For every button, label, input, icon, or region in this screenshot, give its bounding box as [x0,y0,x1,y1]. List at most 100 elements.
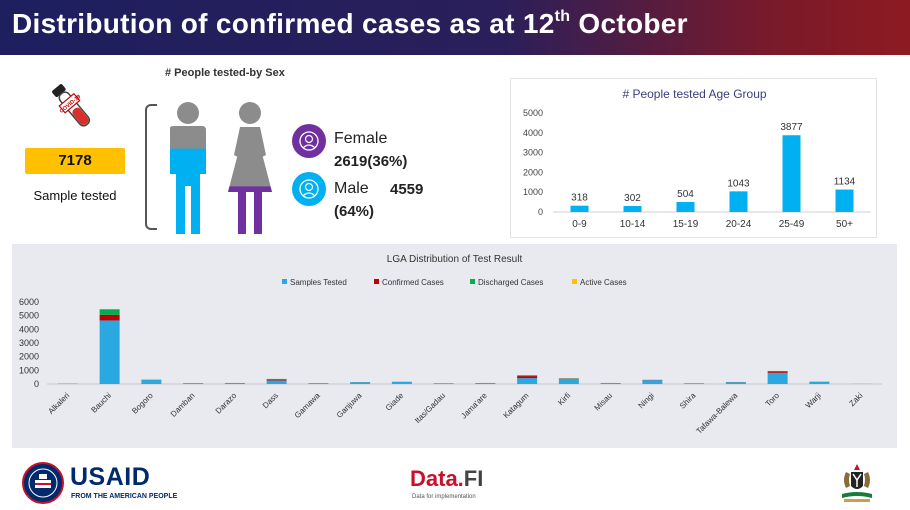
age-x-tick: 25-49 [779,219,805,230]
lga-y-tick: 2000 [19,352,39,362]
lga-x-tick: Shira [678,391,698,411]
lga-legend-label: Active Cases [580,278,627,287]
lga-legend-label: Discharged Cases [478,278,544,287]
lga-legend-item: Discharged Cases [470,278,543,287]
lga-bar-segment [767,372,788,384]
lga-bar-segment [433,383,454,384]
lga-bar-segment [517,378,538,384]
lga-bar-segment [99,320,120,384]
lga-bar-segment [183,383,204,384]
lga-x-tick: Ningi [637,391,656,410]
lga-x-tick: Itas/Gadau [413,391,447,425]
lga-y-tick: 0 [34,379,39,389]
male-pct: (64%) [334,203,375,220]
lga-x-tick: Dass [261,391,280,410]
age-y-tick: 1000 [523,187,543,197]
age-y-tick: 4000 [523,128,543,138]
age-bar [835,189,854,212]
age-bar [623,206,642,212]
lga-legend-swatch [374,279,379,284]
lga-x-tick: Zaki [847,391,864,408]
age-x-tick: 20-24 [726,219,752,230]
age-bar [676,202,695,212]
age-data-label: 1043 [727,178,750,189]
age-y-tick: 2000 [523,167,543,177]
lga-legend-swatch [282,279,287,284]
age-data-label: 1134 [834,177,856,188]
lga-chart-title: LGA Distribution of Test Result [386,254,523,265]
sex-panel-title: # People tested-by Sex [165,67,285,79]
lga-y-tick: 4000 [19,324,39,334]
lga-chart: 0 1000 2000 3000 4000 5000 6000 Alkaleri Bauchi B… [19,297,882,436]
age-data-label: 504 [677,189,694,200]
usaid-seal-logo [22,462,64,504]
usaid-tagline: FROM THE AMERICAN PEOPLE [71,493,178,500]
lga-bar-segment [350,382,371,384]
male-figure-icon [170,102,206,234]
lga-x-tick: Misau [593,391,614,412]
title-banner: Distribution of confirmed cases as at 12… [0,0,910,55]
datafi-logo: Data.FI [410,466,484,491]
age-y-tick: 0 [538,207,543,217]
lga-bar-segment [767,371,788,373]
age-x-tick: 10-14 [620,219,646,230]
lga-y-tick: 5000 [19,311,39,321]
lga-x-tick: Tafawa-Balewa [695,391,740,436]
female-fill [228,186,272,234]
lga-bar-segment [266,379,287,381]
lga-bar-segment [391,381,412,384]
age-data-label: 302 [624,193,641,204]
age-x-tick: 0-9 [572,219,587,230]
lga-x-tick: Kirfi [556,391,572,407]
age-chart-title: # People tested Age Group [622,87,767,101]
lga-bar-segment [99,309,120,315]
lga-bar-segment [767,371,788,372]
lga-x-tick: Katagum [502,391,531,420]
lga-y-tick: 3000 [19,338,39,348]
lga-legend-item: Samples Tested [282,278,347,287]
sample-count: 7178 [25,148,125,174]
lga-bar-segment [141,380,162,384]
lga-legend-swatch [470,279,475,284]
lga-y-tick: 6000 [19,297,39,307]
bracket [145,104,157,230]
nigeria-coat-of-arms-logo [842,464,872,502]
lga-bar-segment [308,383,329,384]
age-x-tick: 15-19 [673,219,699,230]
lga-x-tick: Jama'are [459,391,489,421]
female-label: Female [334,130,388,147]
age-y-tick: 5000 [523,108,543,118]
age-bar [782,135,801,212]
age-x-tick: 50+ [836,219,853,230]
lga-chart-panel: LGA Distribution of Test Result Samples … [12,244,897,448]
lga-bar-segment [558,378,579,384]
lga-bar-segment [266,378,287,380]
female-figure-icon [228,102,272,234]
lga-legend-swatch [572,279,577,284]
sample-label: Sample tested [33,188,117,203]
lga-x-tick: Bauchi [89,391,113,415]
lga-y-tick: 1000 [19,365,39,375]
page-title: Distribution of confirmed cases as at 12… [12,8,688,39]
lga-x-tick: Warji [804,391,823,410]
age-y-tick: 3000 [523,148,543,158]
age-data-label: 318 [571,193,588,204]
test-tube-icon: COVID-19 [52,84,91,127]
lga-x-tick: Ganjuwa [335,391,364,420]
lga-bar-segment [266,380,287,384]
lga-x-tick: Giade [384,391,406,413]
lga-bar-segment [600,383,621,384]
lga-x-tick: Bogoro [130,391,155,416]
age-bar [570,205,589,212]
lga-bar-segment [224,383,245,384]
datafi-tagline: Data for implementation [412,494,476,500]
age-chart-panel: # People tested Age Group 0 1000 2000 3000 4… [510,78,877,238]
lga-bar-segment [517,376,538,379]
lga-x-tick: Damban [169,391,197,419]
male-label: Male [334,180,369,197]
male-icon [292,172,326,206]
lga-bar-segment [99,314,120,321]
lga-legend-label: Samples Tested [290,278,347,287]
lga-legend-item: Active Cases [572,278,627,287]
lga-x-tick: Darazo [214,391,239,416]
